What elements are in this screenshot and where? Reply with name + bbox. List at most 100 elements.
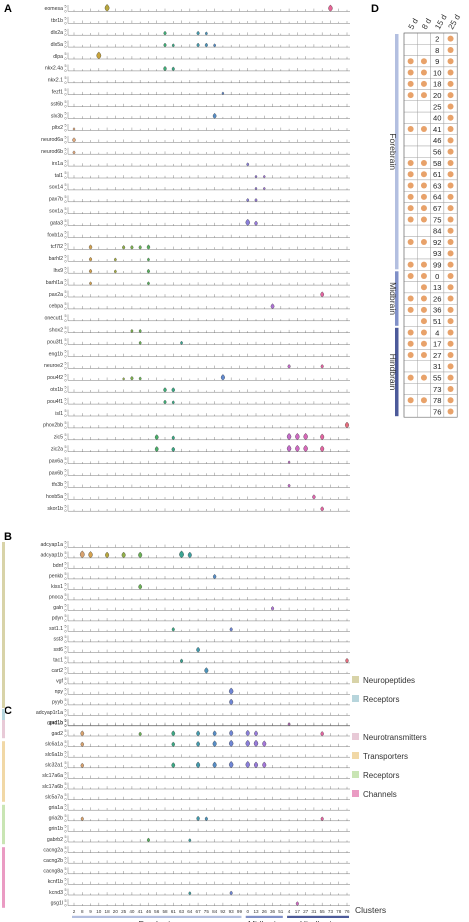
table-header-15d: 15 d [433, 13, 449, 31]
table-cluster-31: 31 [433, 362, 441, 371]
gene-label-slc6a1b: slc6a1b [45, 752, 63, 758]
violin-gad2-0 [245, 729, 250, 737]
gene-label-otx1b: otx1b [50, 387, 63, 393]
gene-label-kcnd3: kcnd3 [49, 890, 63, 896]
y-tick-min: 0 [65, 307, 67, 311]
y-tick-min: 0 [65, 57, 67, 61]
violin-zic2a-61 [171, 446, 175, 452]
y-tick-max: 5 [65, 761, 67, 765]
gene-label-sst3: sst3 [53, 637, 63, 643]
x-tick-cluster-76: 76 [344, 909, 350, 914]
presence-dot-1-18 [420, 80, 427, 87]
y-tick-min: 0 [65, 21, 67, 25]
gene-label-zic2a: zic2a [51, 447, 63, 453]
panel-letter-b: B [4, 531, 12, 543]
y-tick-min: 0 [65, 93, 67, 97]
table-cluster-76: 76 [433, 407, 441, 416]
gene-label-barhl1a: barhl1a [46, 280, 63, 286]
table-cell-1-76 [417, 405, 431, 418]
region-label-hindbrain: Hindbrain [300, 919, 337, 922]
y-tick-max: 5 [65, 793, 67, 797]
violin-gad2-67 [196, 730, 200, 737]
x-tick-cluster-40: 40 [129, 909, 135, 914]
violin-lhx9-20 [114, 269, 117, 274]
y-tick-min: 0 [65, 188, 67, 192]
violin-neuroe2-55 [320, 364, 324, 369]
gene-label-nkx2.4a: nkx2.4a [45, 66, 63, 72]
y-tick-max: 5 [65, 825, 67, 829]
y-tick-min: 0 [65, 438, 67, 442]
y-tick-min: 0 [65, 355, 67, 359]
table-cluster-84: 84 [433, 227, 441, 236]
table-cluster-26: 26 [433, 294, 441, 303]
violin-pyyb-93 [229, 698, 234, 706]
violin-shox2-40 [130, 329, 134, 333]
presence-dot-3-10 [447, 69, 454, 76]
gene-label-penkb: penkb [49, 574, 63, 580]
gene-label-neurod6b: neurod6b [41, 149, 63, 155]
violin-phox2bb-76 [344, 421, 350, 429]
presence-dot-0-20 [407, 92, 414, 99]
y-tick-max: 5 [65, 243, 67, 247]
presence-dot-0-4 [407, 329, 414, 336]
y-tick-min: 0 [65, 566, 67, 570]
gene-label-cacng8a: cacng8a [43, 869, 63, 875]
presence-dot-1-63 [420, 182, 427, 189]
violin-tac1-63 [180, 658, 184, 664]
gene-label-pnoca: pnoca [49, 595, 63, 601]
violin-slc32a1-93 [228, 761, 234, 769]
violin-otx1b-58 [163, 387, 167, 393]
violin-slc32a1-0 [245, 761, 250, 769]
gene-label-nkx2.1: nkx2.1 [48, 78, 63, 84]
table-header-8d: 8 d [420, 17, 433, 31]
y-tick-max: 5 [65, 782, 67, 786]
y-tick-max: 5 [65, 469, 67, 473]
gene-label-vgf: vgf [56, 679, 63, 685]
violin-adcyap1b-25 [121, 551, 126, 559]
presence-dot-1-58 [420, 159, 427, 166]
violin-dlx5a-58 [163, 42, 167, 48]
violin-slc32a1-67 [196, 761, 201, 769]
presence-dot-3-92 [447, 239, 454, 246]
gene-label-kcnf1b: kcnf1b [48, 879, 63, 885]
x-tick-cluster-99: 99 [237, 909, 243, 914]
x-tick-cluster-78: 78 [336, 909, 342, 914]
table-cluster-99: 99 [433, 261, 441, 270]
y-tick-max: 5 [65, 52, 67, 56]
violin-dlpa-10 [96, 51, 102, 60]
violin-dlx2a-58 [163, 30, 167, 36]
gene-label-pyyb: pyyb [52, 700, 63, 706]
y-tick-max: 5 [65, 457, 67, 461]
gene-label-gsg1l: gsg1l [51, 900, 63, 906]
x-tick-cluster-84: 84 [212, 909, 218, 914]
y-tick-max: 5 [65, 646, 67, 650]
presence-dot-3-56 [447, 148, 454, 155]
violin-penkb-84 [212, 574, 217, 580]
violin-pou4f2-92 [220, 374, 225, 381]
legend-swatch-neuropeptides [352, 676, 359, 683]
gene-label-dlpa: dlpa [53, 54, 63, 60]
y-tick-max: 5 [65, 803, 67, 807]
violin-tcf7l2-40 [130, 245, 134, 250]
y-tick-max: 5 [65, 835, 67, 839]
violin-tcf7l2-46 [146, 244, 151, 250]
presence-dot-1-27 [420, 352, 427, 359]
violin-cebpa-36 [270, 303, 275, 310]
gene-label-shox2: shox2 [49, 328, 63, 334]
y-tick-max: 5 [65, 593, 67, 597]
panel-letter-a: A [4, 3, 12, 15]
y-tick-min: 0 [65, 650, 67, 654]
y-tick-min: 0 [65, 69, 67, 73]
presence-dot-0-9 [407, 58, 414, 65]
y-tick-max: 5 [65, 171, 67, 175]
y-tick-min: 0 [65, 140, 67, 144]
y-tick-min: 0 [65, 723, 67, 727]
gene-label-slc17a6a: slc17a6a [42, 773, 63, 779]
violin-slc32a1-61 [171, 762, 176, 769]
violin-zic5-27 [303, 433, 308, 441]
presence-dot-1-0 [420, 272, 427, 279]
table-cell-1-2 [417, 32, 431, 45]
y-tick-max: 5 [65, 28, 67, 32]
violin-tfx3b-4 [287, 483, 291, 488]
presence-dot-0-18 [407, 80, 414, 87]
